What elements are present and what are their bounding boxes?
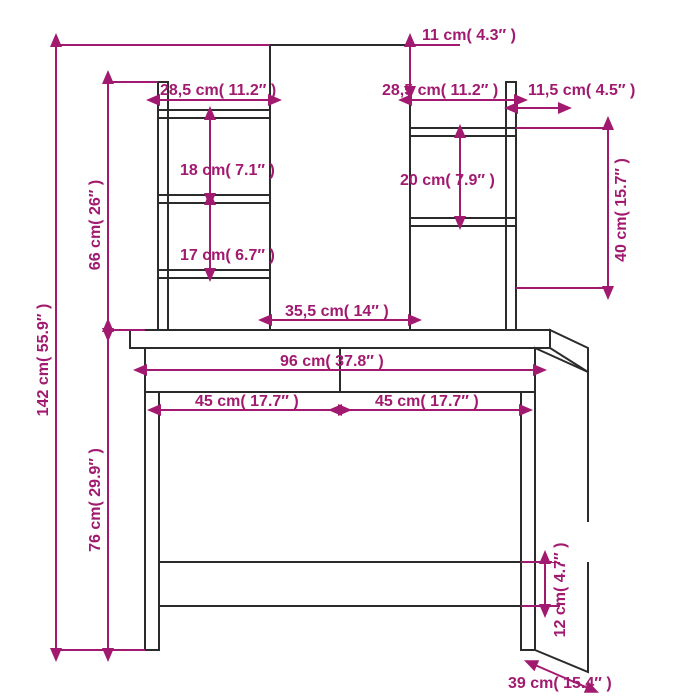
label-w96: 96 cm( 37.8″ ): [280, 353, 384, 370]
label-r115: 11,5 cm( 4.5″ ): [528, 82, 635, 99]
dimension-diagram: 11 cm( 4.3″ ) 28,5 cm( 11.2″ ) 28,5 cm( …: [0, 0, 700, 700]
label-right285: 28,5 cm( 11.2″ ): [382, 82, 498, 99]
label-top11: 11 cm( 4.3″ ): [422, 27, 516, 44]
label-d39: 39 cm( 15.4″ ): [508, 675, 612, 692]
label-h142: 142 cm( 55.9″ ): [35, 304, 52, 417]
label-w45r: 45 cm( 17.7″ ): [375, 393, 479, 410]
label-gap17: 17 cm( 6.7″ ): [180, 247, 275, 264]
label-w45l: 45 cm( 17.7″ ): [195, 393, 299, 410]
label-h12: 12 cm( 4.7″ ): [552, 543, 569, 638]
label-gap18: 18 cm( 7.1″ ): [180, 162, 275, 179]
label-h66: 66 cm( 26″ ): [87, 180, 104, 270]
label-h40: 40 cm( 15.7″ ): [613, 158, 630, 262]
label-left285: 28,5 cm( 11.2″ ): [160, 82, 276, 99]
dimensions: 11 cm( 4.3″ ) 28,5 cm( 11.2″ ) 28,5 cm( …: [35, 27, 672, 692]
label-h76: 76 cm( 29.9″ ): [87, 448, 104, 552]
label-mirror355: 35,5 cm( 14″ ): [285, 303, 389, 320]
label-gap20: 20 cm( 7.9″ ): [400, 172, 495, 189]
